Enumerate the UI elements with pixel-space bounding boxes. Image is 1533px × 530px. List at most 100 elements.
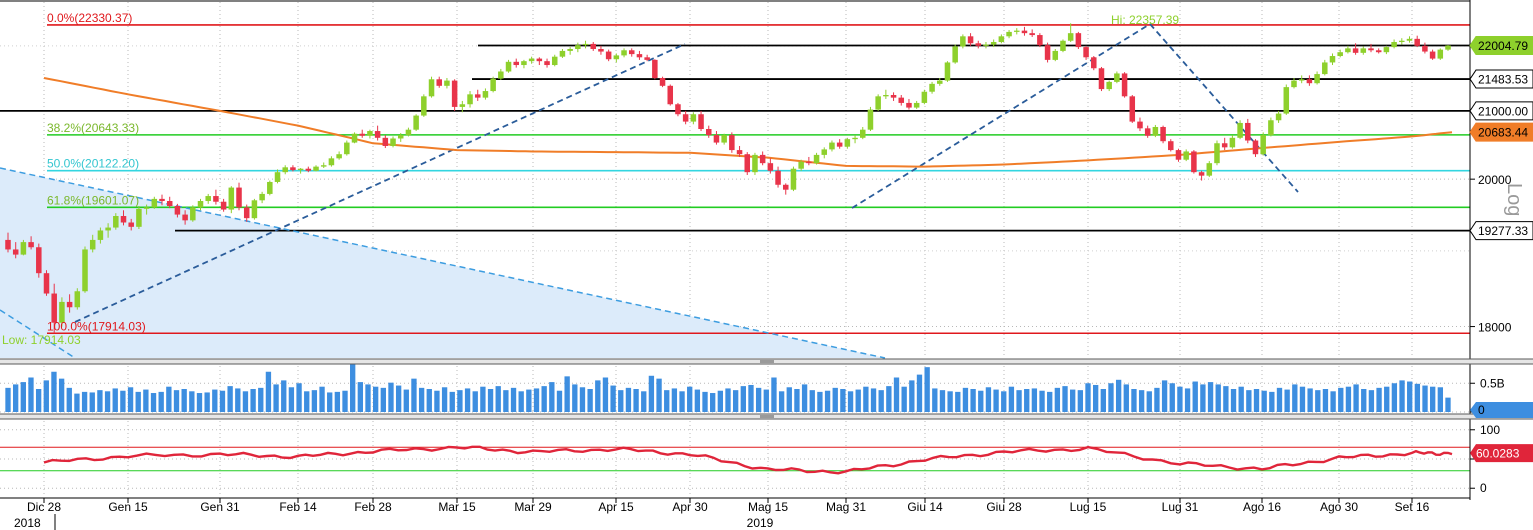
volume-bar <box>725 388 731 412</box>
volume-bar <box>426 389 432 412</box>
price-tag: 22004.79 <box>1469 36 1533 56</box>
labels-layer: 0.0%(22330.37) 38.2%(20643.33) 50.0%(20122… <box>2 11 1179 347</box>
volume-bar <box>710 393 716 412</box>
volume-bar <box>541 386 547 412</box>
candle-body <box>806 161 812 164</box>
candle-body <box>367 131 373 136</box>
trend-line <box>74 43 686 323</box>
high-annotation: Hi: 22357.39 <box>1111 13 1179 27</box>
rsi-layer <box>0 445 1470 475</box>
candle-body <box>236 187 242 208</box>
candle-body <box>1214 143 1220 164</box>
volume-bar <box>403 389 409 412</box>
volume-bar <box>1230 389 1237 412</box>
price-tag-box <box>1469 69 1533 89</box>
volume-bar <box>694 389 701 412</box>
panel-resize-grip[interactable] <box>760 415 774 418</box>
candle-body <box>1021 30 1028 34</box>
candle-body <box>1306 79 1313 84</box>
volume-bar <box>1345 386 1352 412</box>
volume-bar <box>1161 380 1168 412</box>
volume-bar <box>664 390 670 412</box>
candle-body <box>89 239 96 250</box>
candle-body <box>898 97 905 103</box>
candle-body <box>598 49 604 52</box>
panel-frame-layer <box>0 0 1533 500</box>
channel-line-lower <box>0 309 76 359</box>
candle-body <box>159 198 165 202</box>
candle-body <box>1275 113 1282 121</box>
volume-bar <box>235 388 241 412</box>
volume-bar <box>173 390 180 412</box>
volume-bar <box>755 387 762 412</box>
date-tick-label: Ago 30 <box>1320 500 1358 514</box>
candle-body <box>975 43 982 46</box>
low-annotation: Low: 17914.03 <box>2 333 81 347</box>
candle-body <box>51 293 57 323</box>
volume-bar <box>1430 386 1436 412</box>
candle-body <box>1114 73 1120 82</box>
volume-bar <box>296 383 302 412</box>
price-tag: 19277.33 <box>1469 221 1533 241</box>
volume-bar <box>687 386 693 412</box>
candle-body <box>344 142 350 155</box>
volume-bar <box>166 386 172 412</box>
candle-body <box>113 216 119 228</box>
volume-bar <box>625 387 632 412</box>
price-tag: 20683.44 <box>1469 122 1533 142</box>
volume-bar <box>1154 387 1160 412</box>
date-tick-label: Feb 28 <box>354 500 392 514</box>
volume-bar <box>641 391 647 412</box>
volume-bar <box>434 390 440 412</box>
volume-bar <box>1338 387 1344 412</box>
volume-bar <box>441 387 448 412</box>
volume-bar <box>717 390 724 412</box>
rsi-line <box>43 445 1453 475</box>
rsi-last-tag-label: 60.0283 <box>1476 447 1520 461</box>
candle-body <box>397 135 404 139</box>
price-tag-label: 21000.00 <box>1478 104 1528 118</box>
volume-bar <box>763 389 769 412</box>
candle-body <box>1221 143 1228 148</box>
volume-bar <box>12 384 19 412</box>
candle-body <box>390 138 396 146</box>
volume-bar <box>549 382 555 412</box>
volume-bar <box>288 387 295 412</box>
price-axis-label: 20000 <box>1478 173 1512 187</box>
fib-level-label: 50.0%(20122.20) <box>47 157 139 171</box>
candle-body <box>1206 163 1213 176</box>
volume-bar <box>832 387 838 412</box>
candle-body <box>374 131 381 138</box>
volume-bar <box>1031 388 1038 412</box>
rsi-last-tag-box <box>1470 444 1533 463</box>
candle-body <box>1183 151 1189 160</box>
volume-bar <box>81 391 88 412</box>
candle-body <box>459 104 466 107</box>
candle-body <box>636 54 643 58</box>
volume-bar <box>533 388 540 412</box>
candle-body <box>1437 49 1444 59</box>
volume-bar <box>66 387 72 412</box>
candle-body <box>1345 48 1351 53</box>
candle-body <box>667 85 674 105</box>
candle-body <box>1098 68 1105 90</box>
candle-body <box>613 55 620 60</box>
volume-bar <box>1215 384 1221 412</box>
volume-bar <box>809 390 815 412</box>
volume-bar <box>158 391 164 412</box>
candle-body <box>128 222 134 227</box>
candle-body <box>220 201 227 210</box>
volume-bar <box>464 388 471 412</box>
candle-body <box>590 43 596 50</box>
candle-body <box>336 154 342 159</box>
candle-body <box>12 249 19 255</box>
panel-resize-grip[interactable] <box>760 360 774 363</box>
candle-body <box>913 102 920 108</box>
candle-body <box>798 161 804 169</box>
volume-bar <box>840 389 846 412</box>
candle-body <box>921 91 928 103</box>
candle-body <box>166 201 173 206</box>
candle-body <box>105 227 111 231</box>
candle-body <box>1368 48 1374 51</box>
volume-bar <box>327 392 333 412</box>
